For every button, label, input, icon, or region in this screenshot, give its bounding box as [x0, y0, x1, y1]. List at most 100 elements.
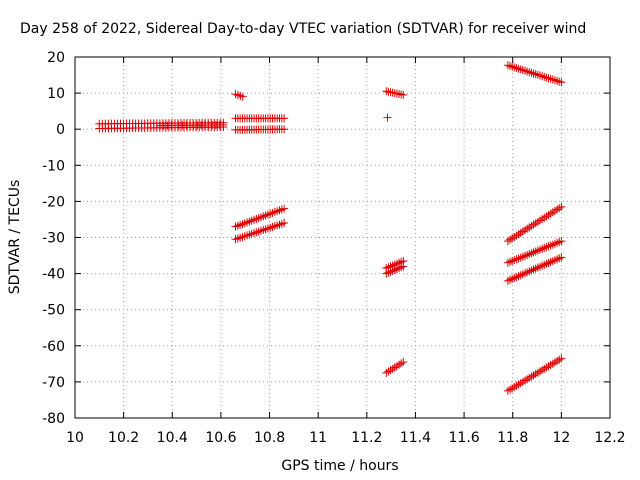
data-point [535, 367, 544, 376]
series-seg-c4 [382, 262, 408, 278]
data-point [555, 237, 564, 246]
data-point [527, 266, 536, 275]
data-point [557, 253, 566, 262]
x-tick-label: 11 [309, 430, 327, 446]
series-seg-d2 [503, 202, 566, 246]
data-point [542, 212, 551, 221]
data-point [508, 62, 517, 71]
y-tick-label: -60 [42, 339, 65, 355]
y-tick-label: -10 [42, 158, 65, 174]
data-point [553, 255, 562, 264]
x-tick-label: 10.4 [157, 430, 188, 446]
data-point [533, 263, 542, 272]
data-point [514, 254, 523, 263]
y-axis-label: SDTVAR / TECUs [7, 180, 23, 295]
series-seg-c2 [383, 113, 392, 122]
series-seg-b3 [231, 125, 289, 134]
x-tick-label: 10.6 [205, 430, 236, 446]
data-point [512, 255, 521, 264]
data-point [546, 74, 555, 83]
data-point [388, 266, 397, 275]
x-tick-label: 11.2 [351, 430, 382, 446]
y-tick-label: -20 [42, 194, 65, 210]
data-point [529, 220, 538, 229]
y-tick-label: -80 [42, 411, 65, 427]
data-point [544, 74, 553, 83]
data-point [520, 376, 529, 385]
data-points [95, 61, 566, 395]
data-point [516, 228, 525, 237]
x-tick-label: 11.6 [449, 430, 480, 446]
data-point [395, 360, 404, 369]
data-point [527, 222, 536, 231]
data-point [506, 257, 515, 266]
series-seg-d4 [503, 253, 566, 285]
data-point [382, 269, 391, 278]
data-point [525, 68, 534, 77]
data-point [546, 241, 555, 250]
data-point [542, 363, 551, 372]
y-tick-label: -70 [42, 375, 65, 391]
data-point [548, 359, 557, 368]
data-point [550, 76, 559, 85]
y-tick-label: 10 [47, 86, 65, 102]
data-point [386, 366, 395, 375]
y-tick-label: -30 [42, 231, 65, 247]
data-point [553, 238, 562, 247]
data-point [531, 264, 540, 273]
data-point [533, 368, 542, 377]
data-point [512, 64, 521, 73]
data-point [546, 258, 555, 267]
data-point [520, 269, 529, 278]
data-point [531, 70, 540, 79]
data-point [542, 73, 551, 82]
data-point [550, 206, 559, 215]
data-point [548, 75, 557, 84]
data-point [520, 226, 529, 235]
x-tick-label: 10.2 [108, 430, 139, 446]
data-point [506, 385, 515, 394]
data-point [542, 243, 551, 252]
series-seg-c5 [382, 358, 408, 377]
data-point [510, 274, 519, 283]
data-point [518, 252, 527, 261]
data-point [531, 370, 540, 379]
data-point [280, 219, 289, 228]
data-point [544, 258, 553, 267]
data-point [544, 242, 553, 251]
series-seg-b4 [231, 204, 289, 231]
data-point [520, 251, 529, 260]
data-point [527, 372, 536, 381]
data-point [553, 357, 562, 366]
series-seg-b2 [231, 114, 289, 123]
series-seg-c3 [382, 256, 408, 273]
data-point [523, 224, 532, 233]
data-point [392, 362, 401, 371]
data-point [399, 358, 408, 367]
data-point [531, 247, 540, 256]
x-axis-label: GPS time / hours [281, 458, 398, 474]
data-point [538, 215, 547, 224]
x-tick-label: 10.8 [254, 430, 285, 446]
data-point [510, 63, 519, 72]
data-point [390, 265, 399, 274]
series-seg-b1 [231, 90, 247, 101]
data-point [546, 209, 555, 218]
series-seg-d1 [503, 61, 566, 87]
data-point [514, 380, 523, 389]
data-point [512, 381, 521, 390]
data-point [550, 239, 559, 248]
data-point [542, 259, 551, 268]
data-point [508, 274, 517, 283]
data-point [238, 92, 247, 101]
y-tick-label: 20 [47, 50, 65, 66]
data-point [514, 64, 523, 73]
data-point [540, 260, 549, 269]
data-point [529, 265, 538, 274]
data-point [540, 213, 549, 222]
data-point [529, 248, 538, 257]
data-point [555, 77, 564, 86]
data-point [555, 355, 564, 364]
data-point [525, 250, 534, 259]
